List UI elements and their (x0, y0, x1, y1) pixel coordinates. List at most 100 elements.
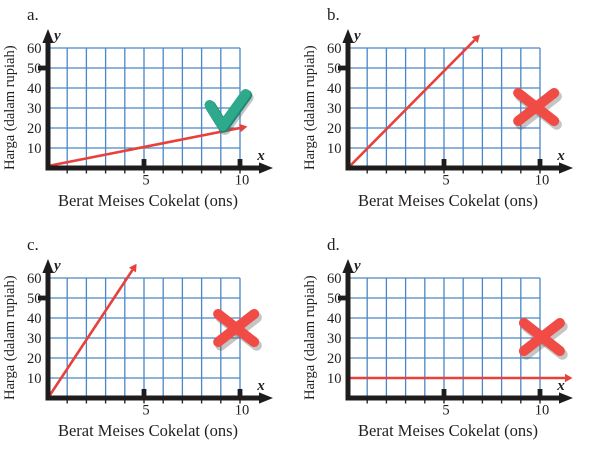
y-tick-label: 60 (327, 271, 342, 287)
y-tick-label: 10 (27, 371, 42, 387)
x-tick-mark (441, 389, 447, 396)
x-tick-mark (237, 389, 243, 396)
y-axis-var-label: y (52, 28, 61, 44)
panel-b: b. Harga (dalam rupiah) 10 20 30 40 50 60 5 10 y… (300, 0, 600, 230)
y-tick-label: 40 (327, 81, 342, 97)
grid-lines (48, 277, 241, 398)
y-axis-var-label: y (352, 28, 361, 44)
cross-icon (513, 88, 562, 130)
axes (342, 29, 573, 174)
x-tick-label: 5 (442, 173, 449, 189)
y-tick-label: 20 (327, 351, 342, 367)
panel-c: c. Harga (dalam rupiah) 10 20 30 40 50 60 5 10 y… (0, 230, 300, 460)
y-axis-var-label: y (52, 258, 61, 274)
y-axis-title: Harga (dalam rupiah) (2, 45, 18, 171)
y-tick-label: 60 (27, 41, 42, 57)
x-tick-label: 10 (235, 403, 250, 419)
x-axis-arrow (559, 162, 573, 174)
x-tick-mark (441, 159, 447, 166)
chart-b: 10 20 30 40 50 60 5 10 y x (327, 28, 573, 189)
y-axis-arrow (342, 29, 354, 43)
cross-icon (518, 318, 568, 360)
y-tick-mark-50 (38, 65, 46, 71)
x-tick-mark (141, 389, 147, 396)
y-tick-label: 40 (327, 311, 342, 327)
x-axis-var-label: x (256, 148, 265, 164)
y-tick-mark-50 (338, 295, 346, 301)
y-tick-label: 40 (27, 81, 42, 97)
panel-a-plot-row: Harga (dalam rupiah) 10 20 30 40 50 60 5 10 y x (0, 26, 300, 190)
panel-d-plot-row: Harga (dalam rupiah) 10 20 30 40 50 60 5 10 y x (300, 256, 600, 420)
x-tick-mark (537, 159, 543, 166)
x-axis-title: Berat Meises Cokelat (ons) (57, 191, 239, 210)
x-axis-title: Berat Meises Cokelat (ons) (357, 191, 539, 210)
data-line (46, 263, 137, 399)
x-tick-mark (537, 389, 543, 396)
y-axis-arrow (42, 29, 54, 43)
y-tick-label: 30 (327, 331, 342, 347)
y-tick-label: 50 (27, 61, 42, 77)
y-tick-label: 50 (327, 61, 342, 77)
y-tick-label: 20 (27, 121, 42, 137)
y-tick-mark-50 (38, 295, 46, 301)
cross-icon (213, 309, 262, 351)
grid-lines (348, 47, 541, 168)
x-tick-label: 5 (142, 403, 149, 419)
y-tick-label: 50 (27, 291, 42, 307)
axes (42, 259, 273, 404)
x-axis-var-label: x (556, 378, 565, 394)
x-tick-label: 5 (142, 173, 149, 189)
y-axis-title: Harga (dalam rupiah) (302, 275, 318, 401)
y-tick-label: 30 (327, 101, 342, 117)
panel-c-label: c. (27, 235, 39, 254)
panel-a-label: a. (27, 5, 39, 24)
y-tick-label: 10 (27, 141, 42, 157)
x-tick-label: 10 (235, 173, 250, 189)
axes (342, 259, 573, 404)
panel-b-label: b. (327, 5, 340, 24)
panel-d-label: d. (327, 235, 340, 254)
y-axis-title: Harga (dalam rupiah) (2, 275, 18, 401)
y-tick-label: 30 (27, 331, 42, 347)
y-axis-arrow (42, 259, 54, 273)
y-tick-label: 30 (27, 101, 42, 117)
check-icon (204, 89, 254, 135)
x-tick-label: 10 (535, 403, 550, 419)
y-tick-label: 40 (27, 311, 42, 327)
y-axis-title: Harga (dalam rupiah) (302, 45, 318, 171)
data-line (47, 123, 248, 168)
chart-c: 10 20 30 40 50 60 5 10 y x (27, 258, 273, 419)
x-axis-var-label: x (556, 148, 565, 164)
y-tick-label: 20 (327, 121, 342, 137)
y-tick-label: 60 (27, 271, 42, 287)
panel-c-plot-row: Harga (dalam rupiah) 10 20 30 40 50 60 5 10 y x (0, 256, 300, 420)
y-tick-label: 20 (27, 351, 42, 367)
x-axis-title: Berat Meises Cokelat (ons) (357, 421, 539, 440)
x-tick-label: 10 (535, 173, 550, 189)
y-tick-label: 50 (327, 291, 342, 307)
y-tick-label: 10 (327, 371, 342, 387)
x-tick-mark (237, 159, 243, 166)
grid-lines (348, 277, 541, 398)
x-tick-mark (141, 159, 147, 166)
y-tick-label: 60 (327, 41, 342, 57)
chart-a: 10 20 30 40 50 60 5 10 y x (27, 28, 273, 189)
y-tick-label: 10 (327, 141, 342, 157)
x-axis-var-label: x (256, 378, 265, 394)
data-line (348, 373, 573, 383)
x-tick-label: 5 (442, 403, 449, 419)
panel-a: a. Harga (dalam rupiah) 10 20 30 40 50 60 5 10 y… (0, 0, 300, 230)
y-tick-mark-50 (338, 65, 346, 71)
panel-d: d. Harga (dalam rupiah) 10 20 30 40 50 60 5 10 y… (300, 230, 600, 460)
chart-d: 10 20 30 40 50 60 5 10 y x (327, 258, 573, 419)
y-axis-arrow (342, 259, 354, 273)
x-axis-arrow (559, 392, 573, 404)
data-line (347, 34, 480, 169)
x-axis-title: Berat Meises Cokelat (ons) (57, 421, 239, 440)
axes (42, 29, 273, 174)
panel-b-plot-row: Harga (dalam rupiah) 10 20 30 40 50 60 5 10 y x (300, 26, 600, 190)
x-axis-arrow (259, 162, 273, 174)
y-axis-var-label: y (352, 258, 361, 274)
x-axis-arrow (259, 392, 273, 404)
